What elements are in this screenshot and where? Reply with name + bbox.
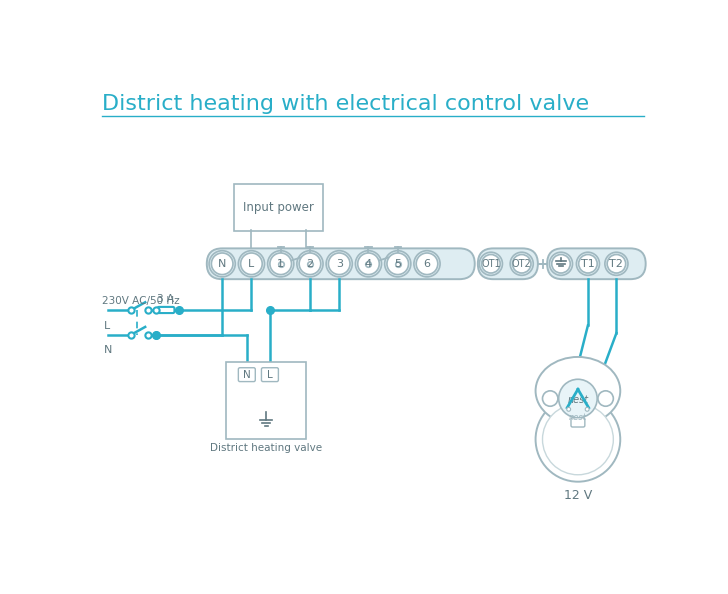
- Circle shape: [238, 251, 264, 277]
- Circle shape: [607, 255, 625, 273]
- Text: 4: 4: [365, 259, 372, 268]
- Circle shape: [297, 251, 323, 277]
- Circle shape: [550, 252, 572, 276]
- Circle shape: [585, 407, 589, 411]
- Text: nest: nest: [567, 395, 588, 405]
- Text: District heating valve: District heating valve: [210, 443, 322, 453]
- Circle shape: [268, 251, 294, 277]
- Text: L: L: [267, 369, 273, 380]
- Text: 230V AC/50 Hz: 230V AC/50 Hz: [102, 296, 180, 306]
- FancyBboxPatch shape: [226, 362, 306, 438]
- Circle shape: [326, 251, 352, 277]
- Circle shape: [299, 253, 321, 274]
- Circle shape: [414, 251, 440, 277]
- Circle shape: [209, 251, 235, 277]
- Circle shape: [384, 251, 411, 277]
- Text: N: N: [103, 345, 112, 355]
- FancyBboxPatch shape: [478, 248, 538, 279]
- Circle shape: [542, 404, 614, 475]
- Text: Input power: Input power: [243, 201, 314, 214]
- Text: nest: nest: [569, 413, 587, 422]
- Text: OT1: OT1: [481, 259, 501, 268]
- FancyBboxPatch shape: [157, 307, 175, 313]
- Text: 6: 6: [424, 259, 430, 268]
- Circle shape: [567, 407, 571, 411]
- Circle shape: [482, 255, 500, 273]
- Text: L: L: [103, 321, 110, 331]
- Circle shape: [558, 380, 597, 418]
- Circle shape: [513, 255, 531, 273]
- Circle shape: [479, 252, 502, 276]
- Text: L: L: [248, 259, 255, 268]
- Circle shape: [328, 253, 350, 274]
- Circle shape: [357, 253, 379, 274]
- Text: 12 V: 12 V: [563, 489, 592, 503]
- Circle shape: [605, 252, 628, 276]
- Circle shape: [241, 253, 262, 274]
- Circle shape: [510, 252, 533, 276]
- Text: T2: T2: [609, 259, 623, 268]
- Text: District heating with electrical control valve: District heating with electrical control…: [102, 94, 589, 115]
- Text: 3 A: 3 A: [157, 294, 175, 304]
- FancyBboxPatch shape: [547, 248, 646, 279]
- Circle shape: [542, 391, 558, 406]
- Circle shape: [355, 251, 381, 277]
- Circle shape: [598, 391, 614, 406]
- Circle shape: [577, 252, 599, 276]
- Ellipse shape: [536, 357, 620, 425]
- FancyBboxPatch shape: [207, 248, 475, 279]
- Text: T1: T1: [581, 259, 595, 268]
- Text: 3: 3: [336, 259, 343, 268]
- Text: OT2: OT2: [512, 259, 531, 268]
- FancyBboxPatch shape: [261, 368, 278, 381]
- Circle shape: [211, 253, 233, 274]
- Text: 1: 1: [277, 259, 284, 268]
- FancyBboxPatch shape: [571, 418, 585, 427]
- Circle shape: [552, 255, 570, 273]
- Text: N: N: [218, 259, 226, 268]
- Circle shape: [270, 253, 291, 274]
- Circle shape: [579, 255, 597, 273]
- Text: 5: 5: [395, 259, 401, 268]
- Circle shape: [387, 253, 408, 274]
- FancyBboxPatch shape: [234, 184, 323, 232]
- Circle shape: [536, 397, 620, 482]
- Text: 2: 2: [306, 259, 314, 268]
- FancyBboxPatch shape: [238, 368, 256, 381]
- Text: N: N: [243, 369, 250, 380]
- Circle shape: [416, 253, 438, 274]
